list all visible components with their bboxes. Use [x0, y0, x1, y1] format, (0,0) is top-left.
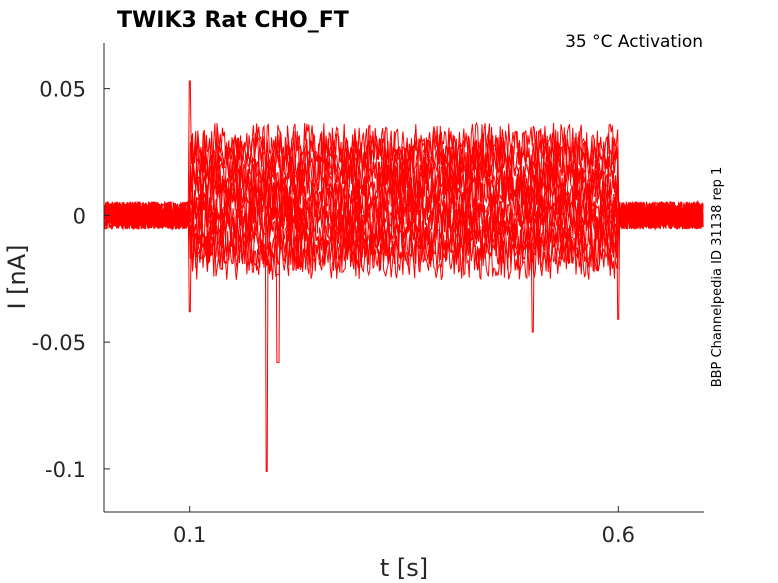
y-tick-label: -0.05 — [32, 331, 86, 355]
x-ticks: 0.1 0.6 — [173, 506, 635, 547]
y-axis-label: I [nA] — [3, 244, 31, 309]
condition-annotation: 35 °C Activation — [565, 32, 703, 52]
x-axis-label: t [s] — [380, 554, 428, 582]
current-trace — [104, 80, 704, 230]
current-trace — [104, 190, 704, 235]
x-tick-label: 0.1 — [173, 523, 206, 547]
current-trace — [104, 201, 704, 259]
y-tick-label: -0.1 — [45, 458, 86, 482]
x-tick-label: 0.6 — [602, 523, 635, 547]
y-tick-label: 0.05 — [39, 78, 86, 102]
y-tick-label: 0 — [73, 204, 86, 228]
chart-title: TWIK3 Rat CHO_FT — [117, 8, 349, 33]
channelpedia-id-label: BBP Channelpedia ID 31138 rep 1 — [710, 167, 725, 388]
y-ticks: 0.05 0 -0.05 -0.1 — [32, 78, 110, 482]
traces — [104, 80, 704, 472]
